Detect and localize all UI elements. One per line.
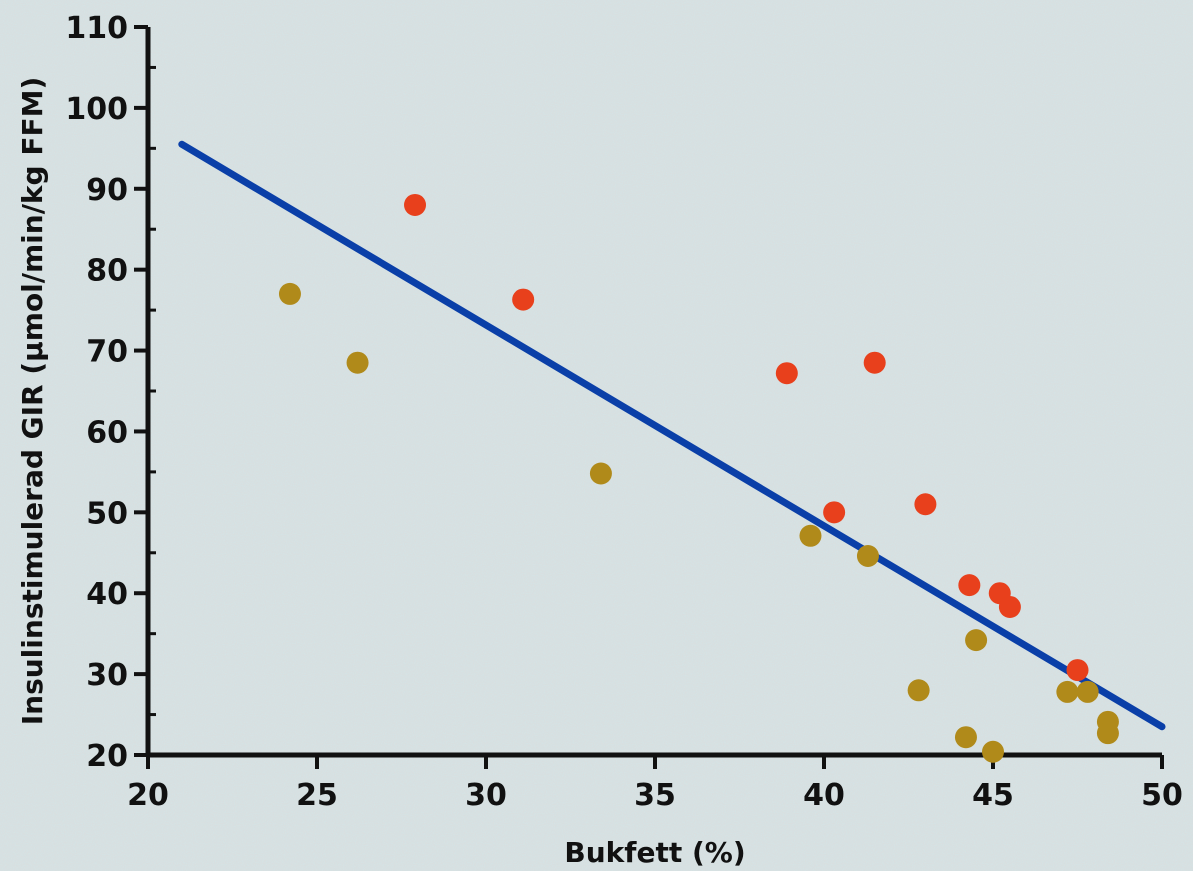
data-point-series-2 [907, 679, 930, 702]
data-point-series-2 [346, 351, 369, 374]
data-point-series-2 [954, 726, 977, 749]
data-point-series-1 [1066, 659, 1089, 682]
y-tick-label: 80 [86, 254, 128, 289]
y-tick-label: 40 [86, 577, 128, 612]
x-tick-label: 20 [127, 778, 169, 813]
data-point-series-2 [589, 462, 612, 485]
x-tick-label: 35 [634, 778, 676, 813]
data-point-series-2 [1056, 680, 1079, 703]
data-point-series-2 [856, 545, 879, 568]
data-point-series-1 [823, 501, 846, 524]
data-point-series-1 [958, 574, 981, 597]
data-point-series-1 [863, 351, 886, 374]
x-tick-label: 50 [1141, 778, 1183, 813]
x-tick-label: 25 [296, 778, 338, 813]
y-tick-label: 90 [86, 173, 128, 208]
data-point-series-2 [965, 629, 988, 652]
y-tick-label: 70 [86, 335, 128, 370]
data-point-series-1 [775, 362, 798, 385]
x-axis-title: Bukfett (%) [564, 836, 745, 869]
trendline-group [178, 140, 1166, 731]
y-tick-label: 60 [86, 415, 128, 450]
x-tick-label: 30 [465, 778, 507, 813]
data-point-series-2 [278, 282, 301, 305]
x-tick-label: 40 [803, 778, 845, 813]
data-point-series-2 [982, 740, 1004, 763]
trendline [178, 140, 1166, 731]
y-tick-label: 110 [65, 11, 128, 46]
data-point-series-2 [799, 524, 822, 547]
y-tick-label: 50 [86, 496, 128, 531]
y-tick-label: 30 [86, 658, 128, 693]
data-point-series-2 [1076, 680, 1099, 703]
y-tick-label: 100 [65, 92, 128, 127]
y-axis-title: Insulinstimulerad GIR (µmol/min/kg FFM) [16, 77, 49, 726]
data-points [278, 193, 1119, 763]
data-point-series-1 [914, 493, 937, 516]
data-point-series-2 [1096, 722, 1119, 745]
data-point-series-1 [404, 193, 427, 216]
axes: 20 30 40 50 60 70 80 90 100 110 20 25 30 35 40 45 50 [65, 11, 1183, 813]
y-tick-label: 20 [86, 739, 128, 774]
data-point-series-1 [512, 288, 535, 311]
x-tick-label: 45 [972, 778, 1014, 813]
data-point-series-1 [998, 595, 1021, 618]
